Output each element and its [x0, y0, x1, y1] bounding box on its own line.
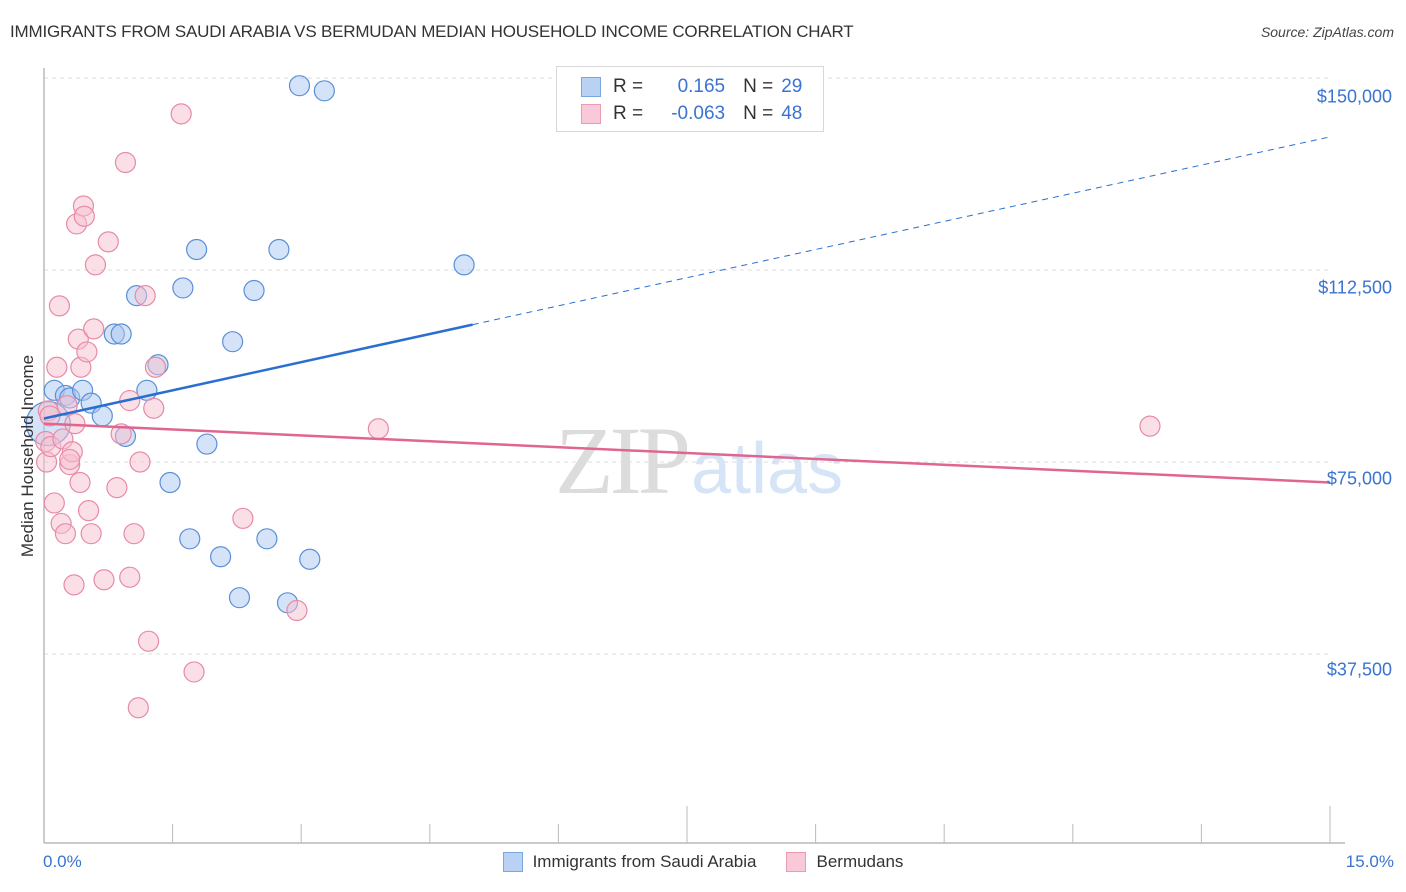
trend-lines	[43, 136, 1331, 484]
data-point	[80, 523, 102, 545]
trend-line-saudi-arabia-extrapolated	[472, 136, 1331, 326]
axes	[43, 68, 1345, 844]
watermark-zip: ZIP	[555, 407, 691, 514]
data-point	[56, 395, 78, 417]
data-point	[143, 397, 165, 419]
gridlines	[44, 77, 1330, 655]
n-label: N =	[743, 103, 774, 124]
data-point	[129, 451, 151, 473]
data-point	[183, 661, 205, 683]
data-point	[256, 528, 278, 550]
n-label: N =	[743, 76, 774, 97]
chart-title: IMMIGRANTS FROM SAUDI ARABIA VS BERMUDAN…	[10, 22, 854, 41]
data-point	[91, 405, 113, 427]
data-point	[367, 418, 389, 440]
legend-label: Bermudans	[816, 852, 904, 871]
watermark-atlas: atlas	[691, 429, 844, 509]
series-legend: Immigrants from Saudi Arabia Bermudans	[0, 852, 1406, 872]
data-point	[119, 566, 141, 588]
data-point	[54, 523, 77, 545]
y-axis-label: Median Household Income	[18, 354, 37, 558]
data-point	[159, 471, 181, 494]
legend-row-bermudans: R = -0.063 N = 48	[581, 102, 802, 126]
data-point	[97, 231, 119, 253]
y-tick-112500: $112,500	[1318, 277, 1392, 298]
data-point	[243, 279, 265, 302]
data-point	[268, 238, 290, 261]
stats-legend: R = 0.165 N = 29 R = -0.063 N = 48	[556, 66, 824, 132]
data-point	[222, 331, 244, 353]
data-point	[196, 433, 218, 455]
source-label: Source: ZipAtlas.com	[1260, 24, 1394, 40]
data-point	[46, 356, 68, 378]
data-point	[288, 75, 311, 97]
data-point	[114, 151, 137, 174]
y-tick-75000: $75,000	[1326, 468, 1392, 489]
legend-label: Immigrants from Saudi Arabia	[532, 852, 757, 871]
data-point	[110, 423, 132, 445]
data-point	[43, 492, 65, 514]
legend-item-bermudans[interactable]: Bermudans	[786, 852, 903, 872]
r-label: R =	[613, 76, 644, 97]
data-point	[186, 238, 208, 261]
legend-row-saudi-arabia: R = 0.165 N = 29	[581, 75, 802, 99]
data-point	[313, 80, 335, 102]
data-point	[69, 471, 91, 494]
x-tick-min: 0.0%	[43, 852, 82, 871]
data-point	[84, 254, 107, 276]
y-tick-37500: $37,500	[1326, 659, 1392, 680]
series-bermudans-points	[35, 103, 1161, 719]
legend-item-saudi-arabia[interactable]: Immigrants from Saudi Arabia	[502, 852, 757, 872]
data-point	[48, 295, 71, 317]
data-point	[93, 569, 115, 591]
blue-swatch-icon	[502, 852, 523, 872]
data-point	[134, 285, 156, 307]
data-point	[106, 477, 128, 499]
r-label: R =	[613, 103, 644, 124]
data-point	[110, 323, 132, 345]
data-point	[144, 356, 167, 378]
data-point	[76, 341, 98, 363]
data-point	[59, 448, 81, 471]
data-point	[286, 599, 308, 622]
trend-line-saudi-arabia	[43, 323, 473, 420]
data-point	[228, 587, 251, 609]
data-point	[453, 254, 475, 276]
data-point	[123, 523, 145, 545]
n-value: 48	[781, 103, 803, 124]
pink-swatch-icon	[581, 104, 601, 124]
data-point	[172, 277, 194, 299]
data-point	[63, 574, 85, 596]
blue-swatch-icon	[581, 77, 601, 97]
x-tick-max: 15.0%	[1345, 852, 1394, 871]
y-tick-150000: $150,000	[1316, 86, 1392, 107]
pink-swatch-icon	[786, 852, 807, 872]
data-point	[137, 630, 160, 652]
data-point	[127, 697, 149, 719]
n-value: 29	[781, 76, 803, 97]
watermark: ZIPatlas	[555, 405, 843, 516]
data-point	[299, 548, 321, 570]
r-value: -0.063	[671, 103, 726, 124]
data-point	[83, 318, 105, 340]
r-value: 0.165	[677, 76, 726, 97]
data-point	[73, 205, 95, 227]
data-point	[170, 103, 192, 125]
data-point	[210, 546, 232, 568]
data-point	[179, 528, 201, 550]
data-point	[77, 500, 100, 522]
data-point	[232, 507, 254, 529]
trend-line-bermudans	[43, 422, 1331, 484]
data-point	[1139, 415, 1161, 437]
